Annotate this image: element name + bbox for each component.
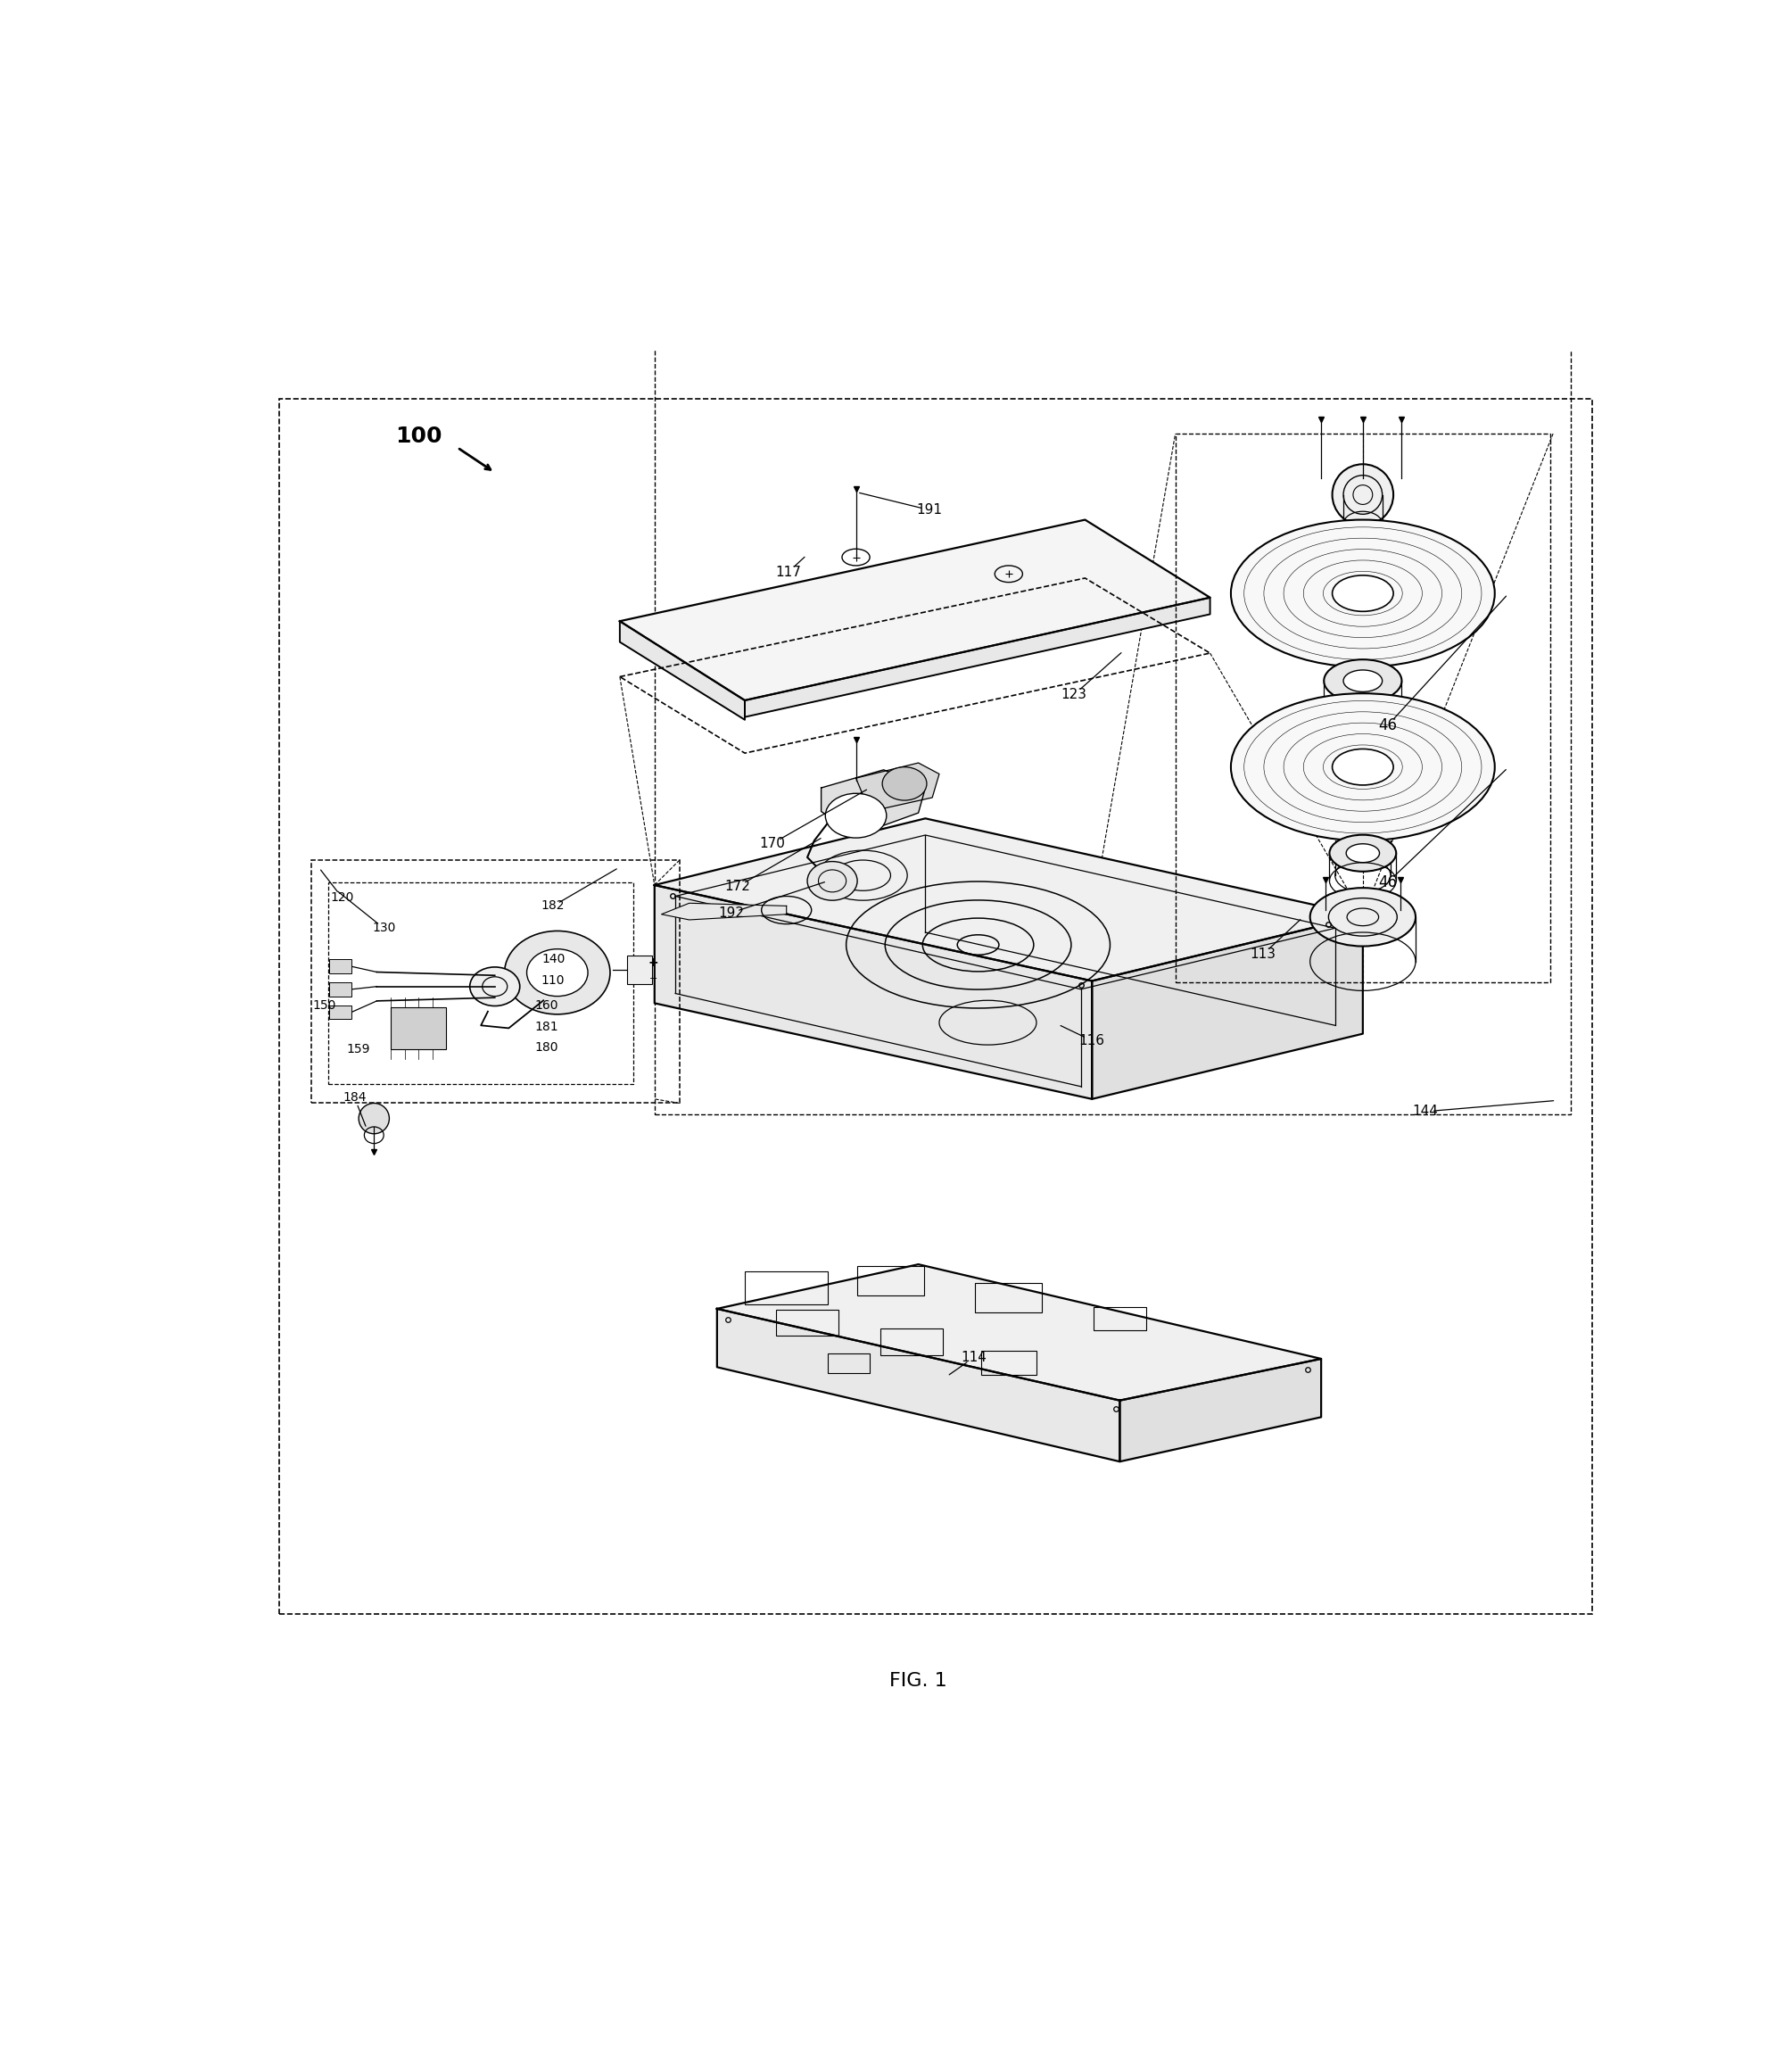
Ellipse shape [1231, 693, 1495, 840]
Bar [1176, 434, 1550, 983]
Bar [330, 983, 351, 997]
Text: 159: 159 [348, 1043, 371, 1055]
Text: 170: 170 [760, 836, 785, 850]
Text: 116: 116 [1079, 1034, 1106, 1047]
Text: FIG. 1: FIG. 1 [889, 1672, 948, 1690]
Ellipse shape [1331, 575, 1394, 612]
Text: 110: 110 [541, 974, 564, 987]
Ellipse shape [1330, 834, 1396, 871]
Ellipse shape [505, 931, 609, 1014]
Text: 120: 120 [330, 892, 353, 904]
Bar [330, 960, 351, 972]
Text: 191: 191 [916, 503, 943, 517]
Ellipse shape [1331, 749, 1394, 784]
Ellipse shape [1324, 660, 1401, 701]
Text: 46: 46 [1378, 875, 1398, 890]
Bar [312, 861, 679, 1103]
Ellipse shape [806, 861, 857, 900]
Bar [745, 1270, 828, 1306]
Bar [776, 1310, 839, 1337]
Polygon shape [821, 770, 925, 826]
Ellipse shape [470, 966, 520, 1006]
Text: 180: 180 [534, 1041, 557, 1053]
Text: 130: 130 [373, 923, 396, 935]
Polygon shape [1091, 917, 1362, 1099]
Text: 144: 144 [1412, 1105, 1439, 1117]
Bar [627, 956, 652, 983]
Text: 192: 192 [719, 906, 744, 919]
Polygon shape [717, 1264, 1321, 1401]
Text: 140: 140 [541, 952, 564, 964]
Ellipse shape [358, 1103, 389, 1134]
Ellipse shape [527, 950, 588, 997]
Bar [391, 1008, 446, 1049]
Text: 113: 113 [1249, 948, 1276, 962]
Polygon shape [717, 1310, 1120, 1461]
Text: 184: 184 [342, 1090, 366, 1105]
Polygon shape [654, 886, 1091, 1099]
Bar [328, 881, 634, 1084]
Text: 46: 46 [1378, 718, 1398, 732]
Bar [280, 399, 1591, 1614]
Polygon shape [661, 904, 787, 921]
Polygon shape [620, 621, 745, 720]
Text: 114: 114 [961, 1351, 987, 1363]
Text: 150: 150 [312, 999, 335, 1012]
Ellipse shape [882, 768, 926, 801]
Polygon shape [654, 819, 1362, 981]
Text: $-$: $-$ [649, 972, 658, 981]
Text: 123: 123 [1061, 689, 1088, 701]
Ellipse shape [1346, 844, 1380, 863]
Ellipse shape [1344, 670, 1382, 691]
Ellipse shape [1331, 463, 1394, 526]
Text: 181: 181 [534, 1020, 557, 1032]
Bar [980, 1351, 1036, 1374]
Bar [1093, 1308, 1147, 1330]
Text: 160: 160 [534, 999, 557, 1012]
Polygon shape [857, 763, 939, 811]
Ellipse shape [1310, 888, 1416, 946]
Text: +: + [649, 956, 658, 968]
Text: 182: 182 [541, 900, 564, 912]
Polygon shape [620, 519, 1210, 699]
Bar [880, 1328, 943, 1355]
Polygon shape [745, 598, 1210, 718]
Ellipse shape [826, 792, 887, 838]
Text: 172: 172 [726, 879, 751, 894]
Ellipse shape [1231, 519, 1495, 666]
Bar [857, 1266, 925, 1295]
Bar [654, 261, 1572, 1115]
Text: 117: 117 [774, 565, 801, 579]
Polygon shape [1120, 1359, 1321, 1461]
Text: 100: 100 [394, 426, 443, 447]
Bar [975, 1283, 1041, 1312]
Bar [828, 1353, 869, 1372]
Bar [330, 1006, 351, 1020]
